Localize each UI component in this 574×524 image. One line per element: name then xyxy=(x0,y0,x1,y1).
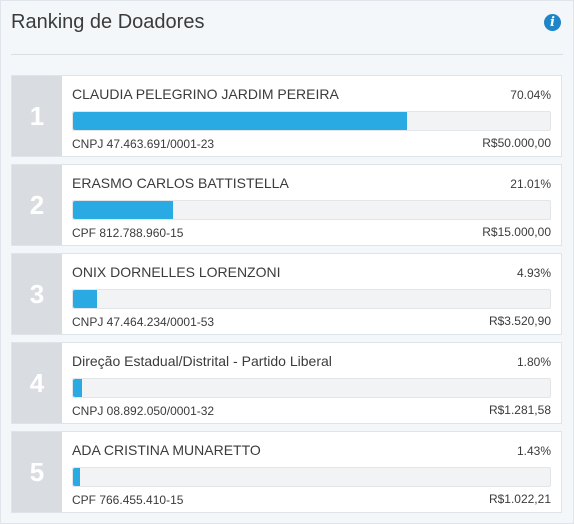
donor-amount: R$1.281,58 xyxy=(488,403,551,417)
progress-bar xyxy=(72,200,551,220)
progress-bar xyxy=(72,111,551,131)
progress-bar xyxy=(72,467,551,487)
donor-percent: 1.43% xyxy=(516,444,551,458)
progress-bar-fill xyxy=(73,468,81,486)
donor-card: 4 Direção Estadual/Distrital - Partido L… xyxy=(11,342,562,424)
panel-header: Ranking de Doadores i xyxy=(11,1,563,55)
donor-name: ONIX DORNELLES LORENZONI xyxy=(72,264,281,280)
donor-name: ADA CRISTINA MUNARETTO xyxy=(72,442,261,458)
rank-number: 4 xyxy=(12,343,62,423)
progress-bar xyxy=(72,289,551,309)
rank-number: 2 xyxy=(12,165,62,245)
donor-amount: R$50.000,00 xyxy=(482,136,551,150)
donor-percent: 1.80% xyxy=(516,355,551,369)
donor-percent: 70.04% xyxy=(510,88,551,102)
donor-card: 2 ERASMO CARLOS BATTISTELLA 21.01% CPF 8… xyxy=(11,164,562,246)
donor-amount: R$1.022,21 xyxy=(488,492,551,506)
donor-card: 3 ONIX DORNELLES LORENZONI 4.93% CNPJ 47… xyxy=(11,253,562,335)
rank-number: 1 xyxy=(12,76,62,156)
donor-name: Direção Estadual/Distrital - Partido Lib… xyxy=(72,353,332,369)
donor-card: 1 CLAUDIA PELEGRINO JARDIM PEREIRA 70.04… xyxy=(11,75,562,157)
donor-percent: 4.93% xyxy=(516,266,551,280)
info-icon[interactable]: i xyxy=(544,14,561,31)
donor-document: CPF 812.788.960-15 xyxy=(72,226,184,240)
donor-amount: R$15.000,00 xyxy=(482,225,551,239)
donor-document: CPF 766.455.410-15 xyxy=(72,493,184,507)
donor-document: CNPJ 47.464.234/0001-53 xyxy=(72,315,215,329)
progress-bar xyxy=(72,378,551,398)
progress-bar-fill xyxy=(73,112,408,130)
donor-document: CNPJ 47.463.691/0001-23 xyxy=(72,137,215,151)
donor-name: ERASMO CARLOS BATTISTELLA xyxy=(72,175,289,191)
donor-amount: R$3.520,90 xyxy=(488,314,551,328)
donor-card: 5 ADA CRISTINA MUNARETTO 1.43% CPF 766.4… xyxy=(11,431,562,513)
progress-bar-fill xyxy=(73,379,82,397)
rank-number: 3 xyxy=(12,254,62,334)
progress-bar-fill xyxy=(73,201,174,219)
donor-document: CNPJ 08.892.050/0001-32 xyxy=(72,404,215,418)
donor-list: 1 CLAUDIA PELEGRINO JARDIM PEREIRA 70.04… xyxy=(11,75,562,520)
panel-title: Ranking de Doadores xyxy=(11,11,205,33)
rank-number: 5 xyxy=(12,432,62,512)
progress-bar-fill xyxy=(73,290,97,308)
donor-name: CLAUDIA PELEGRINO JARDIM PEREIRA xyxy=(72,86,339,102)
donor-percent: 21.01% xyxy=(510,177,551,191)
